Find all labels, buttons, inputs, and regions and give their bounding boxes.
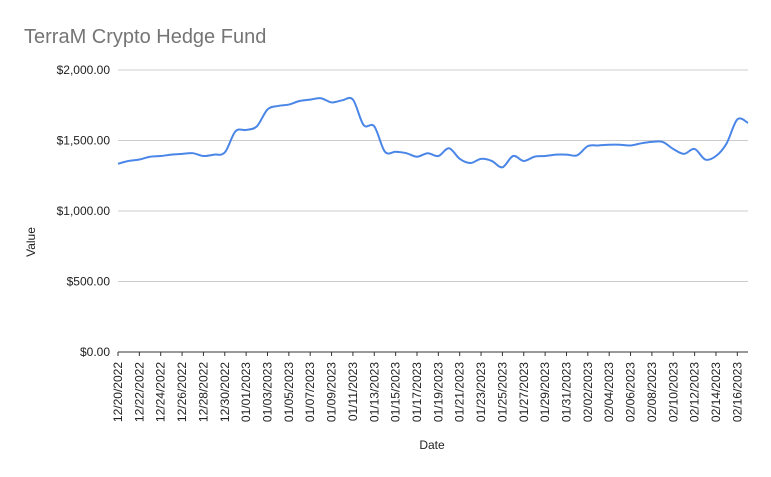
- y-tick-label: $1,500.00: [57, 134, 111, 148]
- x-tick-label: 01/25/2023: [495, 362, 509, 422]
- x-tick-label: 02/16/2023: [730, 362, 744, 422]
- y-tick-label: $0.00: [80, 345, 110, 359]
- x-tick-label: 01/31/2023: [559, 362, 573, 422]
- x-tick-label: 01/07/2023: [303, 362, 317, 422]
- x-tick-label: 12/24/2022: [154, 362, 168, 422]
- y-axis-ticks: $0.00 $500.00 $1,000.00 $1,500.00 $2,000.00: [57, 63, 111, 359]
- x-tick-label: 02/14/2023: [709, 362, 723, 422]
- x-tick-label: 01/09/2023: [325, 362, 339, 422]
- gridlines: [118, 69, 748, 353]
- x-axis-label: Date: [419, 438, 445, 452]
- x-tick-label: 02/04/2023: [602, 362, 616, 422]
- x-tick-label: 12/30/2022: [218, 362, 232, 422]
- x-tick-label: 12/28/2022: [196, 362, 210, 422]
- x-tick-label: 12/20/2022: [111, 362, 125, 422]
- x-tick-label: 01/21/2023: [453, 362, 467, 422]
- x-tick-label: 01/27/2023: [517, 362, 531, 422]
- y-tick-label: $2,000.00: [57, 63, 111, 77]
- y-tick-label: $1,000.00: [57, 204, 111, 218]
- x-tick-label: 01/01/2023: [239, 362, 253, 422]
- x-tick-label: 12/22/2022: [132, 362, 146, 422]
- series-layer: [117, 96, 749, 169]
- x-tick-label: 01/23/2023: [474, 362, 488, 422]
- x-tick-label: 12/26/2022: [175, 362, 189, 422]
- x-tick-label: 02/06/2023: [624, 362, 638, 422]
- x-tick-label: 02/02/2023: [581, 362, 595, 422]
- x-tick-label: 01/13/2023: [367, 362, 381, 422]
- x-tick-label: 01/19/2023: [431, 362, 445, 422]
- x-tick-label: 01/11/2023: [346, 362, 360, 421]
- series-line: [117, 96, 749, 169]
- x-tick-label: 01/03/2023: [260, 362, 274, 422]
- x-tick-label: 01/15/2023: [389, 362, 403, 422]
- x-tick-label: 01/17/2023: [410, 362, 424, 422]
- x-tick-label: 02/10/2023: [666, 362, 680, 422]
- x-tick-label: 01/29/2023: [538, 362, 552, 422]
- x-tick-label: 02/12/2023: [688, 362, 702, 422]
- x-axis-ticks: 12/20/2022 12/22/2022 12/24/2022 12/26/2022…: [111, 352, 744, 422]
- x-tick-label: 01/05/2023: [282, 362, 296, 422]
- y-tick-label: $500.00: [67, 275, 111, 289]
- y-axis-label: Value: [24, 227, 38, 257]
- x-tick-label: 02/08/2023: [645, 362, 659, 422]
- chart-title: TerraM Crypto Hedge Fund: [24, 26, 266, 48]
